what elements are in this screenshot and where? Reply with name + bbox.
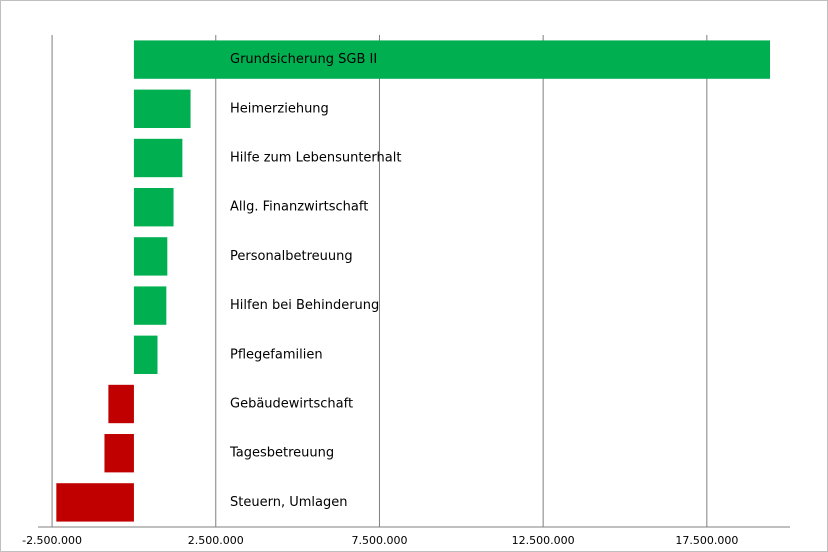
bar xyxy=(133,237,168,276)
bar xyxy=(108,384,134,424)
bar xyxy=(104,434,134,473)
bar xyxy=(133,89,191,128)
x-tick-label: 12.500.000 xyxy=(512,534,575,547)
category-label: Heimerziehung xyxy=(230,101,329,116)
category-label: Hilfen bei Behinderung xyxy=(230,298,379,313)
category-label: Steuern, Umlagen xyxy=(230,495,347,510)
x-tick-label: 17.500.000 xyxy=(675,534,738,547)
category-label: Gebäudewirtschaft xyxy=(230,397,353,412)
bar xyxy=(133,286,167,325)
category-label: Hilfe zum Lebensunterhalt xyxy=(230,151,401,166)
bar xyxy=(133,188,174,227)
x-tick-label: -2.500.000 xyxy=(22,534,82,547)
bar xyxy=(133,40,771,79)
x-tick-label: 2.500.000 xyxy=(188,534,244,547)
category-label: Allg. Finanzwirtschaft xyxy=(230,200,368,215)
category-label: Pflegefamilien xyxy=(230,347,323,362)
category-label: Grundsicherung SGB II xyxy=(230,52,377,67)
x-tick-label: 7.500.000 xyxy=(351,534,407,547)
bar xyxy=(133,138,183,178)
bar xyxy=(133,335,158,374)
category-label: Tagesbetreuung xyxy=(229,446,334,461)
category-label: Personalbetreuung xyxy=(230,249,353,264)
bar xyxy=(56,483,134,522)
